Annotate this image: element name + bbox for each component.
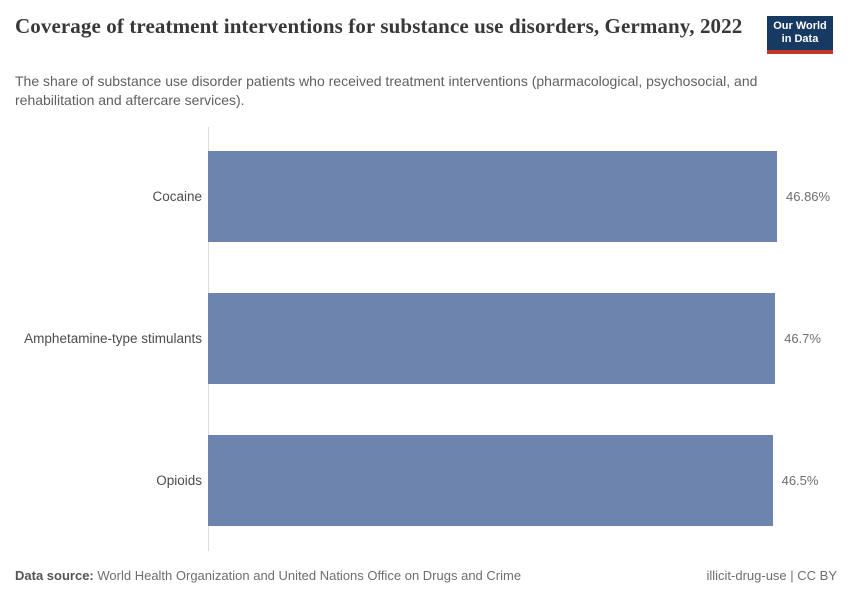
category-label-opioids: Opioids — [156, 473, 202, 488]
bar-chart: Cocaine 46.86% Amphetamine-type stimulants… — [0, 151, 850, 577]
chart-row-inner: Opioids 46.5% — [0, 435, 850, 526]
category-label-amphetamine-type-stimulants: Amphetamine-type stimulants — [24, 331, 202, 346]
chart-row: Cocaine 46.86% — [0, 151, 850, 293]
value-label-amphetamine-type-stimulants: 46.7% — [784, 331, 821, 346]
data-source: Data source: World Health Organization a… — [15, 568, 521, 583]
owid-logo: Our World in Data — [767, 16, 833, 54]
bar-amphetamine-type-stimulants[interactable] — [208, 293, 776, 384]
chart-row-inner: Cocaine 46.86% — [0, 151, 850, 242]
chart-row-inner: Amphetamine-type stimulants 46.7% — [0, 293, 850, 384]
chart-row: Amphetamine-type stimulants 46.7% — [0, 293, 850, 435]
chart-title: Coverage of treatment interventions for … — [15, 14, 743, 38]
data-source-text: World Health Organization and United Nat… — [97, 568, 522, 583]
logo-line-1: Our World — [773, 20, 827, 32]
license-note: illicit-drug-use | CC BY — [706, 568, 837, 583]
value-label-opioids: 46.5% — [781, 473, 819, 488]
chart-footer: Data source: World Health Organization a… — [15, 568, 837, 583]
category-label-cocaine: Cocaine — [152, 189, 202, 204]
chart-row: Opioids 46.5% — [0, 435, 850, 577]
data-source-label: Data source: — [15, 568, 94, 583]
bar-cocaine[interactable] — [208, 151, 777, 242]
logo-line-2: in Data — [781, 33, 819, 46]
bar-opioids[interactable] — [208, 435, 773, 526]
chart-subtitle: The share of substance use disorder pati… — [15, 73, 758, 109]
value-label-cocaine: 46.86% — [786, 189, 831, 204]
